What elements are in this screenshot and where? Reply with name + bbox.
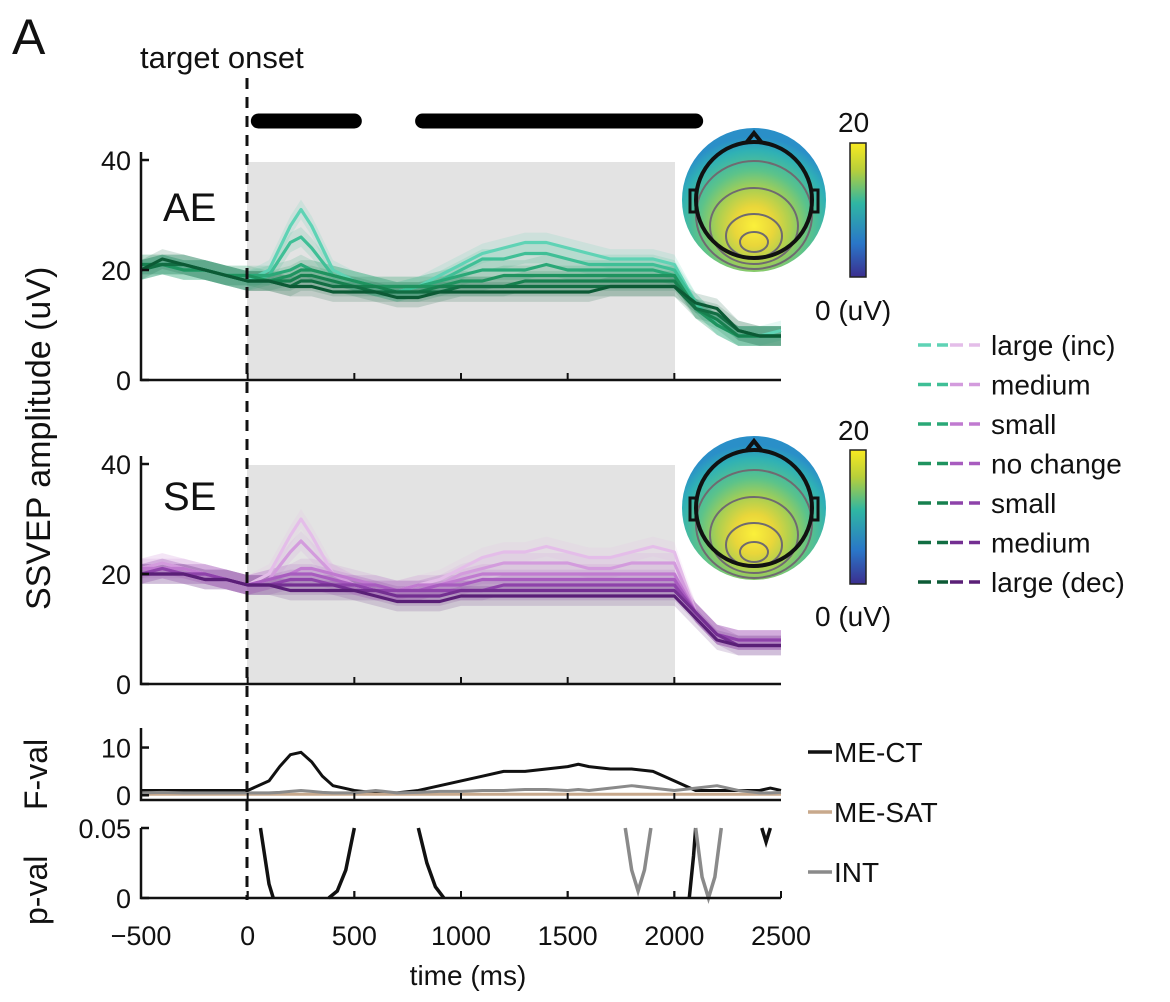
ae-axes [139,152,781,382]
f-series-line [140,784,782,795]
ae-ci-band [141,254,781,346]
ae-ci-bands [141,199,781,346]
legend-stat-label: ME-SAT [834,797,938,828]
se-series-line [141,572,781,648]
ae-ytick-label: 0 [116,366,131,396]
p-val-axes [139,828,781,900]
legend-condition-label: large (inc) [991,330,1115,361]
condition-legend: large (inc) medium small no change small medi… [918,330,1125,598]
legend-condition-label: small [991,409,1056,440]
se-series-lines [140,517,781,648]
legend-condition-label: medium [991,370,1091,401]
ae-ci-band [141,249,781,346]
se-ytick-label: 20 [101,560,131,590]
y-axis-label: SSVEP amplitude (uV) [20,267,58,610]
p-val-axis-label: p-val [18,856,54,925]
legend-condition-label: medium [991,528,1091,559]
f-val-axis-label: F-val [18,739,54,810]
p-val-segment [693,827,724,905]
x-tick-label: 1000 [431,921,491,951]
legend-condition-label: small [991,488,1056,519]
se-ci-band [141,558,781,650]
f-ytick-label: 10 [101,734,131,764]
ae-series-line [140,257,781,338]
f-val-axes [139,728,781,802]
x-axis-label: time (ms) [410,960,527,991]
legend-stat-label: INT [834,857,879,888]
se-ytick-label: 40 [101,450,131,480]
se-colorbar [849,449,867,585]
ae-colorbar [849,142,867,278]
x-tick-label: 2000 [644,921,704,951]
stats-legend: ME-CT ME-SAT INT [808,737,938,888]
p-val-segment [760,827,773,849]
ae-ci-band [141,227,781,346]
se-ci-band [141,564,781,656]
ae-ci-band [141,199,781,346]
p-val-segment [416,827,446,900]
axes [139,152,781,900]
p-val-segment [258,827,275,899]
p-ytick-label: 0.05 [78,814,131,844]
se-ci-band [141,558,781,650]
p-val-lines [258,827,773,905]
se-colorbar-min: 0 (uV) [815,601,891,632]
ae-colorbar-min: 0 (uV) [815,295,891,326]
ae-series-lines [140,207,782,338]
p-val-segment [327,827,357,900]
f-ytick-label: 0 [116,781,131,811]
ae-label: AE [163,186,216,230]
se-topo-map [682,436,826,580]
se-axes [139,456,781,686]
x-tick-label: 500 [332,921,377,951]
se-topo-inset: 20 0 (uV) [682,415,891,632]
x-tick-label: −500 [111,921,172,951]
se-ytick-label: 0 [116,670,131,700]
ae-ytick-label: 40 [101,146,131,176]
ae-colorbar-max: 20 [838,107,869,138]
panel-letter: A [12,9,46,65]
f-val-lines [140,750,782,796]
ae-ci-band [141,254,781,346]
se-ci-band [141,558,781,650]
ae-ci-band [141,254,781,346]
se-ci-band [141,531,781,650]
legend-stat-label: ME-CT [834,737,923,768]
ae-series-line [140,262,781,338]
onset-label: target onset [140,40,304,75]
legend-condition-label: large (dec) [991,567,1125,598]
x-tick-label: 2500 [751,921,811,951]
se-label: SE [163,475,216,519]
x-tick-label: 0 [240,921,255,951]
p-ytick-label: 0 [116,884,131,914]
ae-ytick-label: 20 [101,256,131,286]
se-ci-band [141,564,781,656]
ae-topo-inset: 20 0 (uV) [682,107,891,326]
se-colorbar-max: 20 [838,415,869,446]
ae-ci-band [141,254,781,346]
p-val-segment [687,827,698,899]
p-val-segment [623,827,653,898]
ae-topo-map [682,128,826,272]
f-series-line [141,750,782,795]
x-tick-label: 1500 [538,921,598,951]
legend-condition-label: no change [991,449,1122,480]
